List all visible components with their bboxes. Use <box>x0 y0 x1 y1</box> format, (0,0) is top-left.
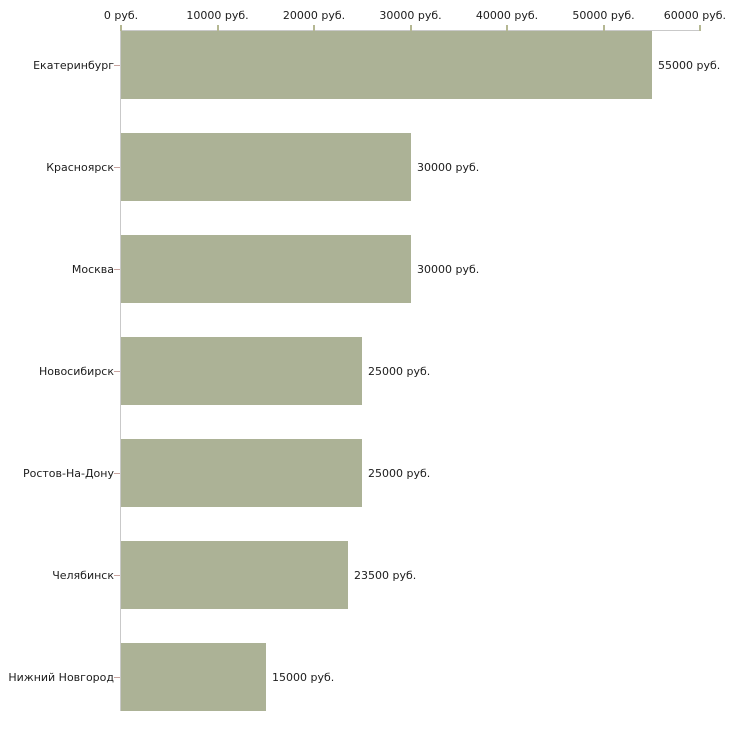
category-label: Екатеринбург <box>33 58 114 72</box>
x-axis-tick <box>699 25 701 31</box>
x-axis-tick-label: 50000 руб. <box>572 9 635 22</box>
value-label: 30000 руб. <box>417 262 480 276</box>
category-label: Нижний Новгород <box>8 670 114 684</box>
x-axis-tick <box>313 25 315 31</box>
category-tick <box>114 677 120 678</box>
bar <box>121 133 411 201</box>
x-axis-tick-label: 20000 руб. <box>282 9 346 22</box>
category-label: Красноярск <box>46 160 114 174</box>
category-label: Ростов-На-Дону <box>22 466 114 480</box>
category-label: Челябинск <box>52 568 114 582</box>
y-axis-line <box>120 30 121 711</box>
value-label: 30000 руб. <box>417 160 480 174</box>
category-label: Москва <box>71 262 114 276</box>
x-axis-tick-label: 30000 руб. <box>379 9 442 22</box>
bar <box>121 235 411 303</box>
x-axis-tick <box>120 25 122 31</box>
value-label: 25000 руб. <box>368 466 431 480</box>
bar <box>121 643 266 711</box>
bar <box>121 31 652 99</box>
value-label: 23500 руб. <box>354 568 417 582</box>
x-axis-tick <box>602 25 605 31</box>
category-tick <box>114 167 120 168</box>
bar <box>121 337 362 405</box>
category-tick <box>114 269 120 270</box>
category-label: Новосибирск <box>38 364 114 378</box>
bar <box>121 541 348 609</box>
value-label: 55000 руб. <box>658 58 721 72</box>
x-axis-tick <box>409 25 412 31</box>
category-tick <box>114 65 120 66</box>
x-axis-tick <box>506 25 508 31</box>
category-tick <box>114 473 120 474</box>
value-label: 15000 руб. <box>272 670 335 684</box>
category-tick <box>114 575 120 576</box>
category-tick <box>114 371 120 372</box>
value-label: 25000 руб. <box>368 364 431 378</box>
bar <box>121 439 362 507</box>
x-axis-tick-label: 10000 руб. <box>186 9 249 22</box>
x-axis-tick-label: 0 руб. <box>103 9 139 22</box>
x-axis-tick-label: 40000 руб. <box>475 9 539 22</box>
x-axis-tick <box>216 25 219 31</box>
x-axis-tick-label: 60000 руб. <box>663 9 726 22</box>
